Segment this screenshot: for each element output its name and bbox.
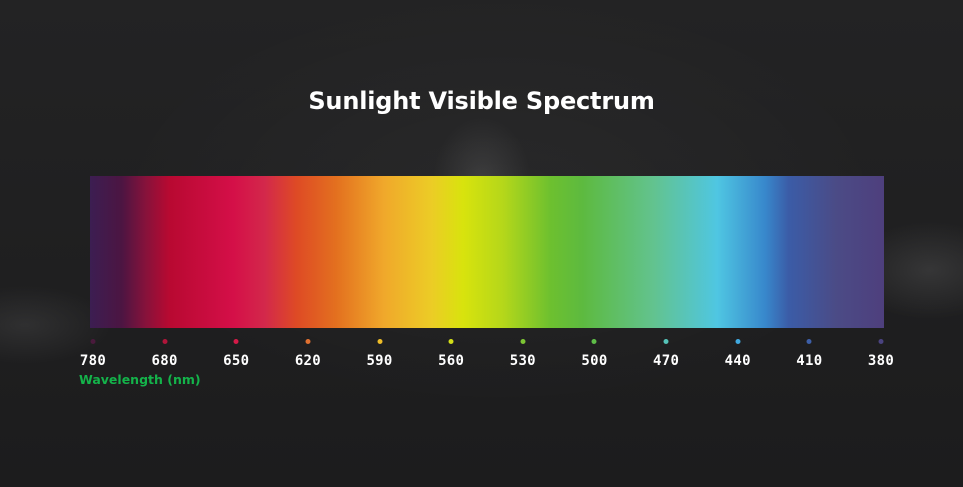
tick-label: 410 [796, 353, 823, 369]
tick-label: 680 [151, 353, 178, 369]
tick-dot [162, 339, 168, 344]
tick-label: 560 [438, 353, 465, 369]
tick-dot [663, 339, 669, 344]
tick-dot [233, 339, 239, 344]
tick-dot [305, 339, 311, 344]
tick-label: 780 [79, 353, 107, 369]
tick-label: 440 [724, 353, 751, 369]
tick-label: 530 [509, 353, 536, 369]
tick-dot [591, 339, 597, 344]
page-title: Sunlight Visible Spectrum [308, 87, 655, 115]
tick-dot [806, 339, 812, 344]
spectrum-bar [90, 176, 884, 328]
tick-label: 380 [867, 353, 895, 369]
tick-dot [878, 339, 884, 344]
tick-dot [448, 339, 454, 344]
axis-label: Wavelength (nm) [79, 372, 201, 387]
tick-label: 470 [652, 353, 680, 369]
tick-label: 650 [223, 353, 250, 369]
tick-dot [90, 339, 96, 344]
tick-dot [377, 339, 383, 344]
tick-dot [520, 339, 526, 344]
tick-dot [735, 339, 741, 344]
tick-label: 500 [581, 353, 608, 369]
tick-label: 620 [294, 353, 321, 369]
tick-label: 590 [366, 353, 393, 369]
